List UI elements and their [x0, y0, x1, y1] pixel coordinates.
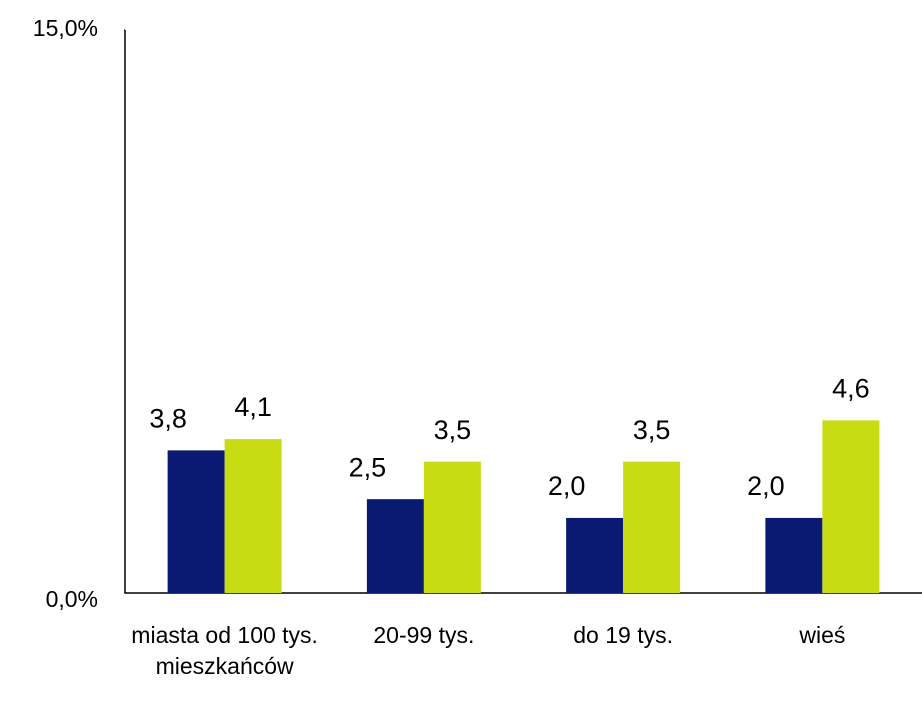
value-label: 4,6 — [832, 373, 870, 403]
bar — [765, 517, 823, 593]
value-label: 4,1 — [234, 392, 272, 422]
value-label: 3,8 — [149, 403, 187, 433]
y-tick-label: 15,0% — [33, 15, 98, 41]
value-label: 2,5 — [349, 452, 387, 482]
bar — [423, 461, 481, 593]
bar — [366, 499, 424, 593]
x-tick-label: 20-99 tys. — [373, 622, 475, 648]
bar — [224, 439, 282, 593]
x-tick-label: miasta od 100 tys. mieszkańców — [131, 622, 318, 679]
y-tick-label: 0,0% — [46, 586, 98, 612]
bar — [822, 420, 880, 593]
bar — [167, 450, 225, 593]
value-label: 3,5 — [434, 415, 472, 445]
x-tick-label: wieś — [799, 622, 846, 648]
value-label: 2,0 — [548, 471, 586, 501]
value-label: 2,0 — [747, 471, 785, 501]
bar — [623, 461, 681, 593]
bar — [566, 517, 624, 593]
value-label: 3,5 — [633, 415, 671, 445]
x-tick-label: do 19 tys. — [573, 622, 673, 648]
